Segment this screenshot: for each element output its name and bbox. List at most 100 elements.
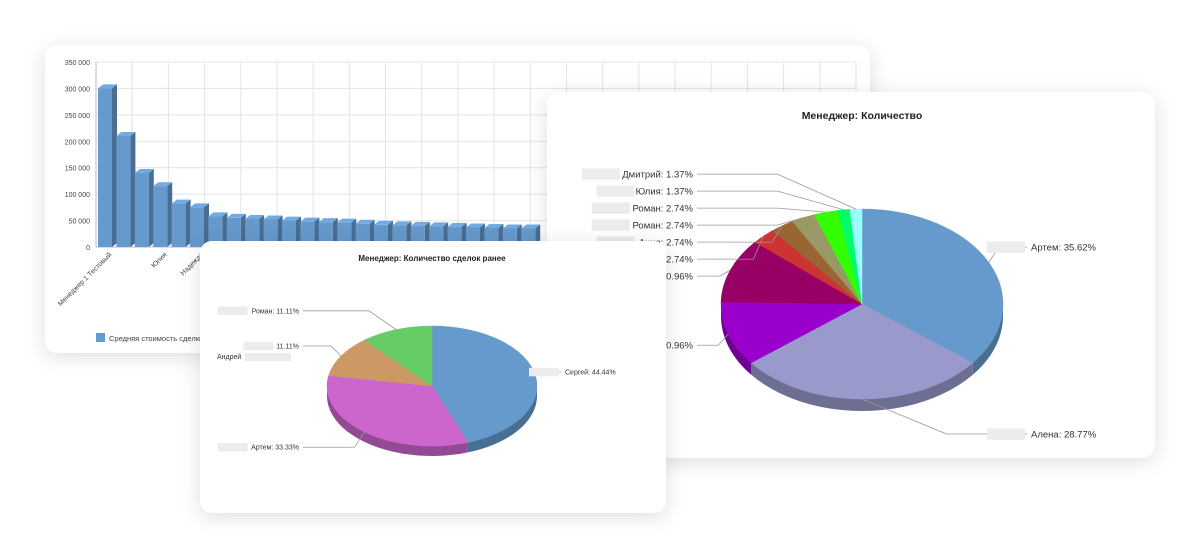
bar — [153, 182, 173, 247]
redacted-name — [529, 367, 559, 377]
leader-line — [697, 217, 804, 226]
leader-line — [697, 333, 729, 346]
bar-front — [282, 220, 296, 247]
y-tick-label: 0 — [86, 245, 90, 252]
bar-side — [406, 221, 412, 247]
bar-top — [355, 219, 375, 224]
bar-top — [98, 84, 117, 89]
y-tick-label: 100 000 — [65, 192, 90, 199]
bar-front — [300, 221, 315, 247]
slice-label: Анна: 2.74% — [639, 237, 694, 248]
redacted-name — [596, 185, 635, 197]
bar-side — [296, 216, 301, 247]
bar-top — [337, 218, 357, 223]
bar-side — [259, 214, 265, 247]
legend-label: Средняя стоимость сделки — [109, 334, 203, 343]
chart-title: Менеджер: Количество — [802, 110, 923, 122]
bar-top — [447, 222, 467, 227]
bar-side — [388, 220, 393, 247]
redacted-name — [217, 443, 248, 452]
bar-front — [263, 219, 278, 247]
redacted-name — [581, 168, 620, 180]
bar-top — [190, 203, 209, 208]
bar-side — [351, 218, 357, 247]
slice-label: 0.96% — [666, 341, 693, 352]
bar-side — [222, 212, 228, 247]
slice-label: Артем: 33.33% — [251, 445, 299, 452]
bar-top — [171, 199, 191, 204]
bar — [171, 199, 191, 247]
redacted-name — [591, 219, 630, 231]
bar-top — [263, 215, 283, 220]
bar — [337, 218, 357, 247]
bar-top — [502, 224, 522, 229]
bar-front — [318, 222, 333, 247]
bar-top — [282, 216, 301, 221]
bar-side — [277, 215, 283, 247]
pie-earlier-chart: Сергей: 44.44% Роман: 11.11% 11.11% Артем: … — [217, 254, 616, 456]
bar — [116, 132, 136, 247]
redacted-name — [591, 202, 630, 214]
y-tick-label: 200 000 — [65, 139, 90, 146]
bar-top — [226, 213, 246, 218]
bar-side — [112, 84, 117, 247]
bar-top — [134, 169, 154, 173]
leader-line — [697, 235, 764, 260]
x-tick-label: Менеджер 1 Тестовый — [56, 251, 113, 308]
bar — [245, 214, 265, 247]
leader-line — [697, 190, 844, 211]
redacted-name — [987, 428, 1025, 440]
legend-swatch — [96, 333, 105, 342]
bar-side — [167, 182, 173, 247]
bar-side — [443, 222, 449, 247]
chart-title: Менеджер: Количество сделок ранее — [358, 254, 506, 263]
slice-label: Роман: 11.11% — [252, 308, 299, 315]
redacted-name — [987, 241, 1025, 253]
bar-front — [98, 88, 112, 247]
pie-slice-side — [972, 304, 1003, 375]
pie-slice-side — [751, 362, 973, 411]
bar-side — [424, 221, 430, 247]
bar — [208, 212, 228, 247]
bar-side — [130, 132, 136, 247]
bar-side — [314, 217, 320, 247]
bar-side — [369, 219, 375, 247]
pie-slice-side — [327, 386, 468, 456]
bar-top — [300, 217, 320, 222]
pie-slice — [849, 208, 863, 305]
bar-front — [190, 207, 204, 247]
bar-top — [392, 221, 412, 226]
slice-label: Роман: 2.74% — [633, 203, 694, 214]
bar-top — [116, 132, 136, 136]
bar-front — [171, 203, 186, 247]
y-tick-label: 250 000 — [65, 113, 90, 120]
bar-top — [153, 182, 173, 187]
bar-top — [484, 223, 504, 228]
y-tick-label: 50 000 — [69, 219, 91, 226]
bar — [318, 218, 338, 247]
bar-side — [204, 203, 209, 247]
leader-line — [303, 431, 365, 448]
pie-slice — [328, 339, 433, 387]
pie-slice — [720, 241, 863, 305]
bar-side — [332, 218, 338, 247]
leader-line — [303, 345, 342, 357]
bar-top — [208, 212, 228, 217]
bar-side — [148, 169, 154, 247]
slice-label: Юлия: 1.37% — [636, 186, 694, 197]
leader-line — [697, 207, 827, 213]
redacted-name — [243, 341, 274, 351]
pie-earlier-card: Сергей: 44.44% Роман: 11.11% 11.11% Артем: … — [200, 241, 666, 513]
leader-line — [303, 310, 397, 330]
slice-label: Артем: 35.62% — [1031, 243, 1097, 254]
slice-label-extra: Андрей — [217, 353, 241, 361]
leader-line — [697, 225, 783, 243]
slice-label: Роман: 2.74% — [633, 220, 694, 231]
slice-label: 11.11% — [276, 343, 299, 350]
bar-front — [116, 136, 131, 247]
bar-top — [410, 221, 430, 226]
bar-front — [134, 173, 149, 247]
y-tick-label: 150 000 — [65, 166, 90, 173]
bar-front — [245, 218, 260, 247]
slice-label: 0.96% — [666, 271, 693, 282]
